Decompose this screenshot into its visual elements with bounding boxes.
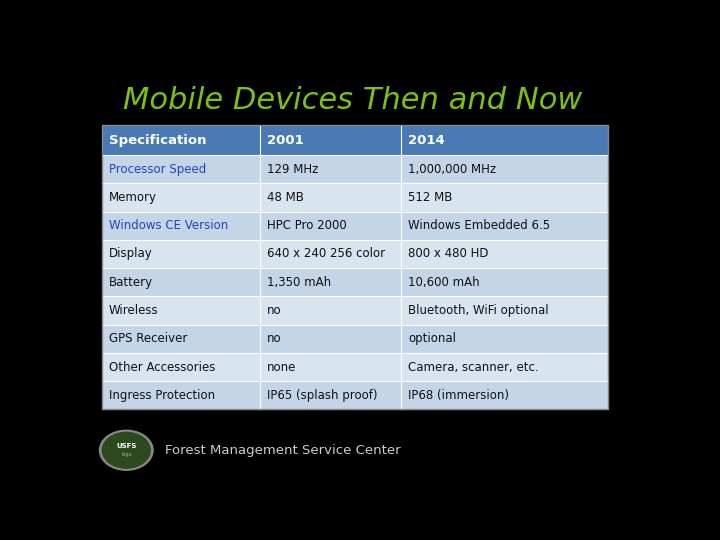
Text: Other Accessories: Other Accessories xyxy=(109,361,215,374)
Text: 2001: 2001 xyxy=(267,133,304,146)
Text: GPS Receiver: GPS Receiver xyxy=(109,332,187,345)
Text: IP65 (splash proof): IP65 (splash proof) xyxy=(267,389,377,402)
Circle shape xyxy=(102,433,150,468)
Text: Bluetooth, WiFi optional: Bluetooth, WiFi optional xyxy=(408,304,549,317)
Text: 1,000,000 MHz: 1,000,000 MHz xyxy=(408,163,496,176)
Bar xyxy=(102,125,608,155)
Text: none: none xyxy=(267,361,296,374)
Text: Camera, scanner, etc.: Camera, scanner, etc. xyxy=(408,361,539,374)
Text: IP68 (immersion): IP68 (immersion) xyxy=(408,389,509,402)
Text: Display: Display xyxy=(109,247,153,260)
Text: 1,350 mAh: 1,350 mAh xyxy=(267,276,331,289)
Bar xyxy=(102,381,608,409)
Text: optional: optional xyxy=(408,332,456,345)
Text: logo: logo xyxy=(121,452,132,457)
Bar xyxy=(102,353,608,381)
Bar xyxy=(102,240,608,268)
Text: Windows Embedded 6.5: Windows Embedded 6.5 xyxy=(408,219,550,232)
Text: 512 MB: 512 MB xyxy=(408,191,452,204)
Text: Mobile Devices Then and Now: Mobile Devices Then and Now xyxy=(124,86,583,114)
Bar xyxy=(102,268,608,296)
Circle shape xyxy=(99,430,153,470)
Text: HPC Pro 2000: HPC Pro 2000 xyxy=(267,219,346,232)
Text: Wireless: Wireless xyxy=(109,304,158,317)
Text: USFS: USFS xyxy=(116,443,137,449)
Bar xyxy=(102,125,608,409)
Bar xyxy=(102,296,608,325)
Text: 48 MB: 48 MB xyxy=(267,191,304,204)
Text: Windows CE Version: Windows CE Version xyxy=(109,219,228,232)
Text: Battery: Battery xyxy=(109,276,153,289)
Bar xyxy=(102,325,608,353)
Bar xyxy=(102,212,608,240)
Text: Processor Speed: Processor Speed xyxy=(109,163,206,176)
Text: 10,600 mAh: 10,600 mAh xyxy=(408,276,480,289)
Text: no: no xyxy=(267,304,282,317)
Text: Forest Management Service Center: Forest Management Service Center xyxy=(166,444,401,457)
Bar xyxy=(102,183,608,212)
Text: Ingress Protection: Ingress Protection xyxy=(109,389,215,402)
Text: 640 x 240 256 color: 640 x 240 256 color xyxy=(267,247,385,260)
Text: 800 x 480 HD: 800 x 480 HD xyxy=(408,247,489,260)
Text: 2014: 2014 xyxy=(408,133,445,146)
Text: 129 MHz: 129 MHz xyxy=(267,163,318,176)
Bar xyxy=(102,155,608,183)
Text: Memory: Memory xyxy=(109,191,157,204)
Text: no: no xyxy=(267,332,282,345)
Text: Specification: Specification xyxy=(109,133,207,146)
